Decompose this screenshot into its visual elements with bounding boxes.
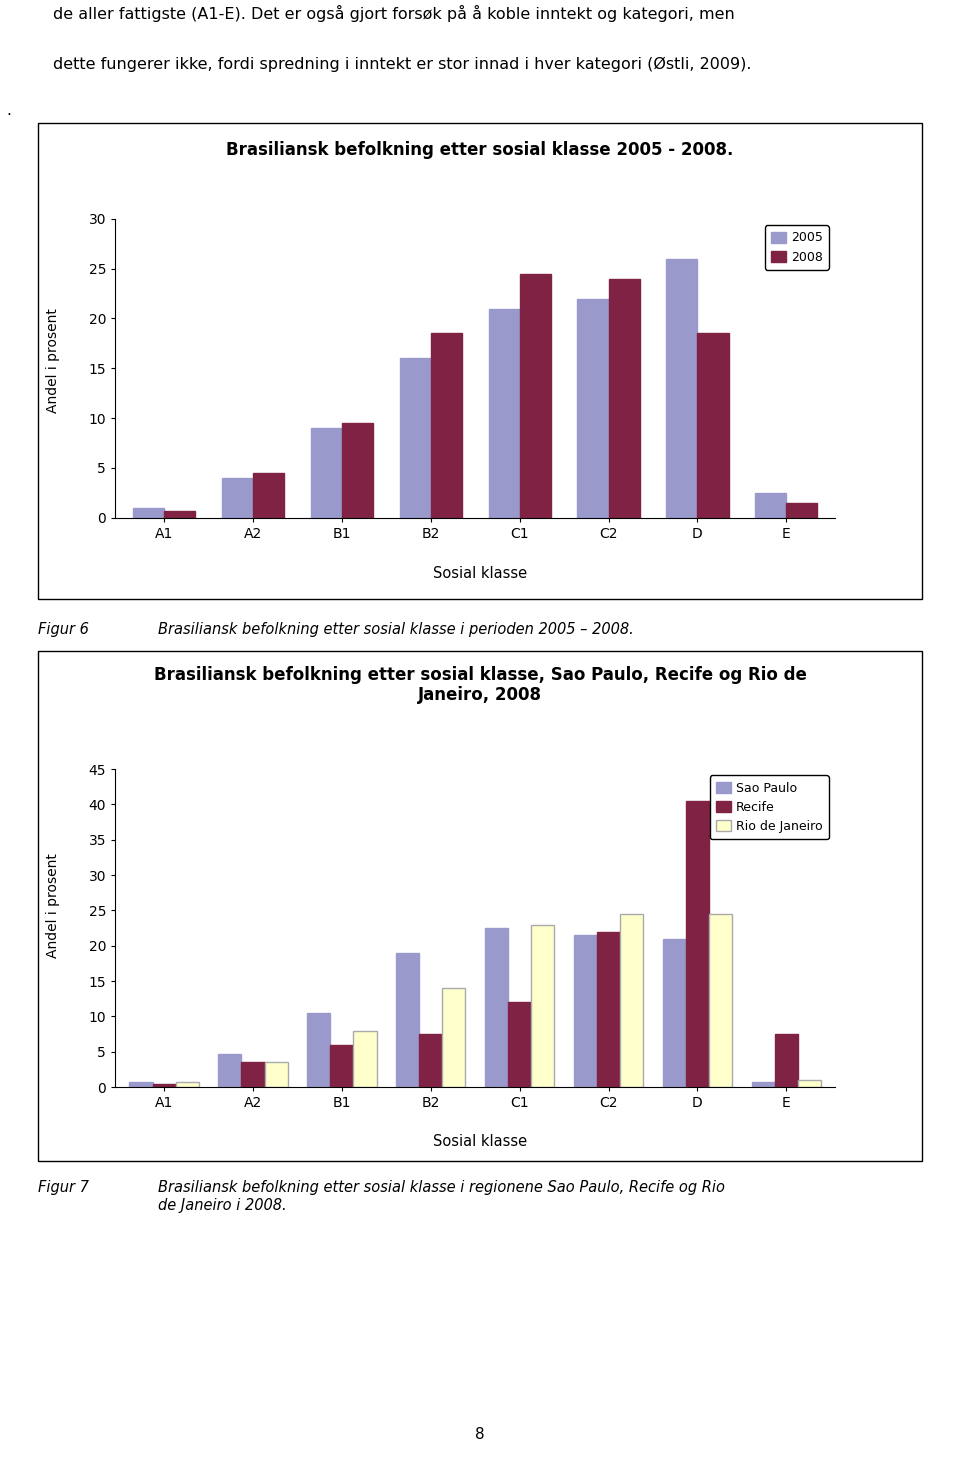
Text: Brasiliansk befolkning etter sosial klasse, Sao Paulo, Recife og Rio de
Janeiro,: Brasiliansk befolkning etter sosial klas… [154,666,806,704]
Bar [786,503,817,518]
Bar [574,935,597,1087]
Bar [775,1034,798,1087]
Bar [164,510,195,518]
Text: Sosial klasse: Sosial klasse [433,566,527,581]
Bar [666,259,697,518]
Bar [222,478,253,518]
Bar [798,1080,821,1087]
Bar [153,1084,176,1087]
Bar [519,274,551,518]
Bar [133,507,164,518]
Bar [752,1083,775,1087]
Text: Andel i prosent: Andel i prosent [46,853,60,958]
Bar [176,1083,199,1087]
Text: .: . [7,102,12,118]
Text: dette fungerer ikke, fordi spredning i inntekt er stor innad i hver kategori (Øs: dette fungerer ikke, fordi spredning i i… [53,56,752,72]
Bar [531,924,554,1087]
Text: Andel i prosent: Andel i prosent [46,309,60,413]
Text: Sosial klasse: Sosial klasse [433,1134,527,1149]
Bar [662,939,685,1087]
Bar [597,932,620,1087]
Bar [431,333,462,518]
Bar [756,493,786,518]
Text: Figur 7: Figur 7 [38,1180,89,1195]
Bar [265,1062,288,1087]
Bar [399,358,431,518]
Bar [396,952,420,1087]
Bar [130,1083,153,1087]
Bar [420,1034,443,1087]
Bar [307,1013,330,1087]
Bar [218,1055,241,1087]
Bar [685,802,709,1087]
Text: Brasiliansk befolkning etter sosial klasse 2005 - 2008.: Brasiliansk befolkning etter sosial klas… [227,141,733,158]
Text: Figur 6: Figur 6 [38,621,89,637]
Bar [489,309,519,518]
Bar [342,423,373,518]
Bar [609,278,639,518]
Legend: Sao Paulo, Recife, Rio de Janeiro: Sao Paulo, Recife, Rio de Janeiro [709,775,828,839]
Bar [508,1003,531,1087]
Bar [485,929,508,1087]
Text: Brasiliansk befolkning etter sosial klasse i regionene Sao Paulo, Recife og Rio
: Brasiliansk befolkning etter sosial klas… [158,1180,726,1213]
Bar [443,988,466,1087]
Legend: 2005, 2008: 2005, 2008 [764,225,828,269]
Bar [253,473,284,518]
Bar [330,1044,353,1087]
Bar [577,299,609,518]
Bar [241,1062,265,1087]
Bar [353,1031,376,1087]
Bar [311,427,342,518]
Bar [697,333,729,518]
Text: Brasiliansk befolkning etter sosial klasse i perioden 2005 – 2008.: Brasiliansk befolkning etter sosial klas… [158,621,635,637]
Bar [709,914,732,1087]
Text: de aller fattigste (A1-E). Det er også gjort forsøk på å koble inntekt og katego: de aller fattigste (A1-E). Det er også g… [53,6,734,22]
Bar [620,914,643,1087]
Text: 8: 8 [475,1427,485,1442]
